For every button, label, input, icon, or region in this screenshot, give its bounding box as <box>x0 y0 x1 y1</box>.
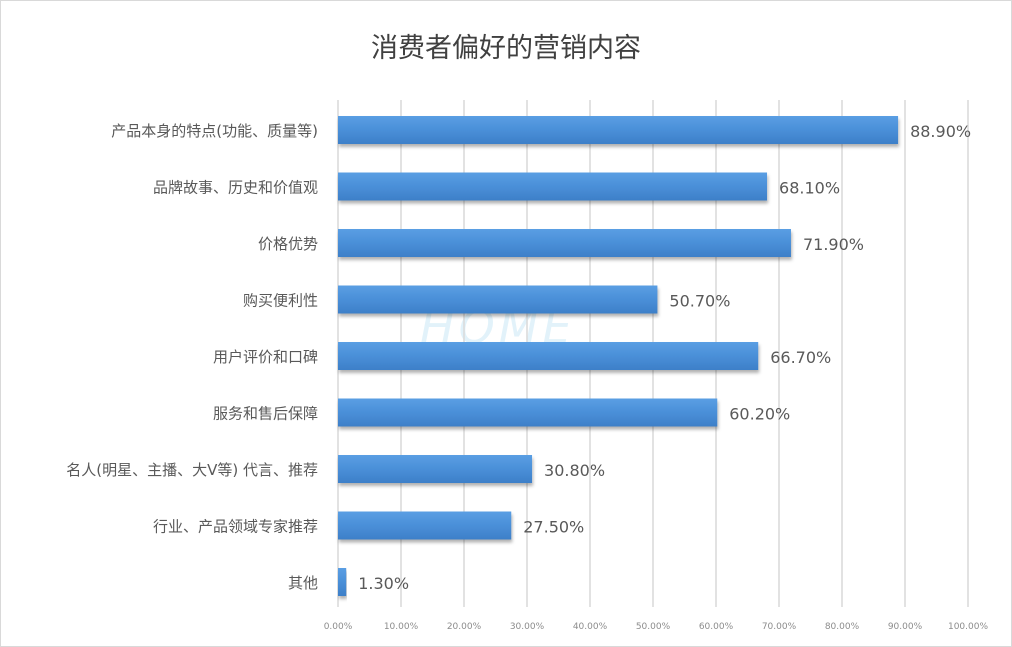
bar <box>338 116 899 144</box>
x-tick-label: 20.00% <box>447 622 482 632</box>
data-label: 30.80% <box>544 461 605 480</box>
category-label: 产品本身的特点(功能、质量等) <box>111 122 318 140</box>
data-label: 71.90% <box>803 235 864 254</box>
x-tick-label: 70.00% <box>762 622 797 632</box>
category-label: 其他 <box>288 574 318 592</box>
category-label: 购买便利性 <box>243 292 318 310</box>
category-label: 用户评价和口碑 <box>213 348 318 366</box>
category-label: 行业、产品领域专家推荐 <box>153 518 318 536</box>
x-tick-label: 30.00% <box>510 622 545 632</box>
x-tick-label: 100.00% <box>948 622 988 632</box>
bar <box>338 229 791 257</box>
category-label: 品牌故事、历史和价值观 <box>153 179 318 197</box>
x-tick-label: 10.00% <box>384 622 419 632</box>
data-label: 27.50% <box>523 518 584 537</box>
data-label: 50.70% <box>669 292 730 311</box>
x-tick-label: 50.00% <box>636 622 671 632</box>
category-label: 名人(明星、主播、大V等) 代言、推荐 <box>66 461 318 479</box>
data-label: 88.90% <box>910 122 971 141</box>
data-label: 68.10% <box>779 179 840 198</box>
x-tick-label: 40.00% <box>573 622 608 632</box>
bar <box>338 285 658 314</box>
bar <box>338 342 759 370</box>
bar <box>338 398 718 427</box>
bar <box>338 172 768 201</box>
data-label: 66.70% <box>770 348 831 367</box>
bar <box>338 568 347 596</box>
x-tick-label: 0.00% <box>324 622 353 632</box>
chart-title: 消费者偏好的营销内容 <box>371 33 641 64</box>
x-tick-label: 60.00% <box>699 622 734 632</box>
x-tick-label: 80.00% <box>825 622 860 632</box>
data-label: 60.20% <box>729 405 790 424</box>
bar <box>338 511 512 540</box>
x-tick-label: 90.00% <box>888 622 923 632</box>
category-label: 价格优势 <box>258 235 318 253</box>
category-label: 服务和售后保障 <box>213 405 318 423</box>
data-label: 1.30% <box>358 574 409 593</box>
bar <box>338 455 533 483</box>
